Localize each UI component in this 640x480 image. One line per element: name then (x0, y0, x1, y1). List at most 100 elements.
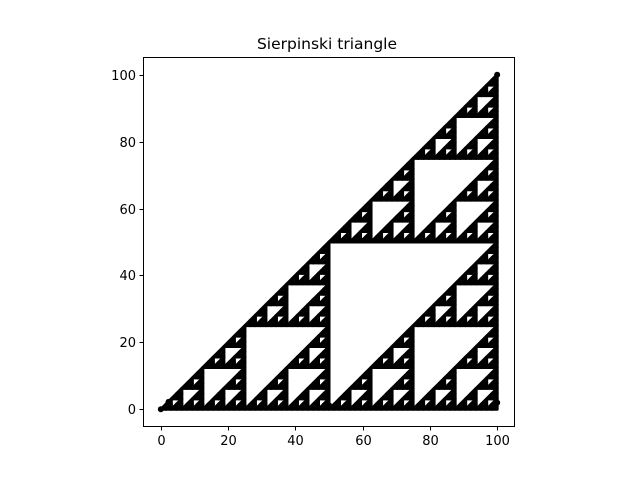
marker-cluster-217 (290, 277, 299, 286)
marker-cluster-702 (453, 109, 462, 119)
marker-cluster-463 (469, 277, 478, 286)
marker-cluster-610 (490, 224, 499, 234)
marker-cluster-434 (458, 313, 468, 322)
marker-cluster-300 (380, 360, 389, 369)
marker-cluster-526 (406, 235, 415, 244)
marker-cluster-220 (301, 277, 310, 286)
marker-cluster-721 (479, 88, 489, 98)
marker-cluster-535 (406, 214, 415, 223)
marker-cluster-430 (448, 287, 457, 296)
x-axis: 0 20 40 60 80 100 (157, 426, 510, 449)
marker-cluster-462 (464, 277, 473, 286)
marker-cluster-138 (295, 360, 305, 369)
marker-cluster-544 (385, 193, 394, 202)
marker-cluster-172 (269, 318, 278, 328)
marker-cluster-229 (322, 277, 331, 286)
marker-cluster-294 (401, 371, 410, 380)
marker-cluster-64 (227, 360, 236, 369)
marker-cluster-80 (238, 324, 247, 333)
marker-cluster-647 (490, 156, 499, 166)
marker-cluster-233 (322, 261, 331, 270)
marker-cluster-713 (479, 104, 489, 113)
marker-cluster-388 (479, 360, 489, 369)
marker-cluster-541 (374, 193, 384, 202)
marker-cluster-48 (232, 381, 242, 390)
marker-cluster-487 (332, 235, 342, 244)
marker-cluster-21 (190, 381, 200, 390)
marker-cluster-360 (474, 402, 483, 411)
marker-cluster-333 (432, 402, 441, 411)
marker-cluster-579 (443, 235, 452, 244)
data-point-3 (326, 402, 332, 409)
marker-cluster-705 (464, 109, 473, 119)
marker-cluster-25 (196, 371, 205, 380)
marker-cluster-344 (437, 376, 447, 385)
marker-cluster-489 (338, 235, 347, 244)
marker-cluster-556 (406, 183, 415, 192)
marker-cluster-304 (385, 350, 394, 359)
marker-cluster-436 (469, 318, 478, 328)
marker-cluster-65 (227, 355, 236, 364)
marker-cluster-208 (311, 298, 320, 307)
marker-cluster-709 (469, 99, 478, 108)
marker-cluster-618 (485, 203, 494, 213)
marker-cluster-10 (185, 402, 194, 411)
marker-cluster-413 (427, 303, 436, 312)
marker-cluster-62 (217, 345, 226, 354)
marker-cluster-606 (485, 235, 494, 244)
marker-cluster-30 (211, 402, 221, 411)
data-point-4 (494, 399, 501, 406)
marker-cluster-299 (374, 355, 384, 364)
marker-cluster-197 (301, 303, 310, 312)
marker-cluster-283 (406, 402, 415, 411)
marker-cluster-38 (227, 397, 236, 406)
marker-cluster-383 (469, 355, 478, 364)
marker-cluster-33 (211, 392, 221, 401)
marker-cluster-446 (490, 313, 499, 322)
marker-cluster-644 (490, 167, 499, 176)
marker-cluster-52 (238, 371, 247, 380)
marker-cluster-260 (364, 386, 373, 396)
marker-cluster-265 (364, 381, 373, 390)
marker-cluster-306 (390, 360, 399, 369)
marker-cluster-677 (458, 146, 468, 155)
marker-cluster-422 (448, 303, 457, 312)
marker-cluster-574 (427, 224, 436, 234)
x-tick-label-2: 40 (287, 434, 304, 449)
data-point-2 (494, 71, 501, 78)
marker-cluster-75 (232, 339, 242, 349)
marker-cluster-519 (380, 224, 389, 234)
marker-cluster-471 (485, 277, 494, 286)
marker-cluster-303 (380, 350, 389, 359)
marker-cluster-442 (479, 318, 489, 328)
marker-cluster-6 (169, 392, 179, 401)
marker-cluster-669 (443, 130, 452, 139)
marker-cluster-402 (485, 329, 494, 338)
marker-cluster-405 (411, 318, 420, 328)
marker-cluster-78 (232, 329, 242, 338)
marker-cluster-585 (432, 214, 441, 223)
marker-cluster-460 (458, 277, 468, 286)
marker-cluster-125 (322, 386, 331, 396)
marker-cluster-239 (322, 250, 331, 260)
marker-cluster-327 (422, 402, 431, 411)
marker-cluster-253 (353, 402, 363, 411)
marker-cluster-539 (406, 198, 415, 207)
marker-cluster-692 (490, 135, 499, 145)
marker-cluster-469 (479, 277, 489, 286)
marker-cluster-8 (175, 386, 184, 396)
marker-cluster-214 (322, 287, 331, 296)
marker-cluster-324 (411, 402, 420, 411)
marker-cluster-506 (353, 209, 363, 218)
marker-cluster-654 (422, 141, 431, 150)
marker-cluster-218 (290, 271, 299, 281)
marker-cluster-671 (448, 125, 457, 134)
marker-cluster-336 (443, 402, 452, 411)
marker-cluster-127 (311, 381, 320, 390)
marker-cluster-587 (437, 209, 447, 218)
marker-cluster-263 (353, 376, 363, 385)
marker-cluster-663 (443, 141, 452, 150)
marker-cluster-529 (406, 224, 415, 234)
marker-cluster-57 (211, 360, 221, 369)
